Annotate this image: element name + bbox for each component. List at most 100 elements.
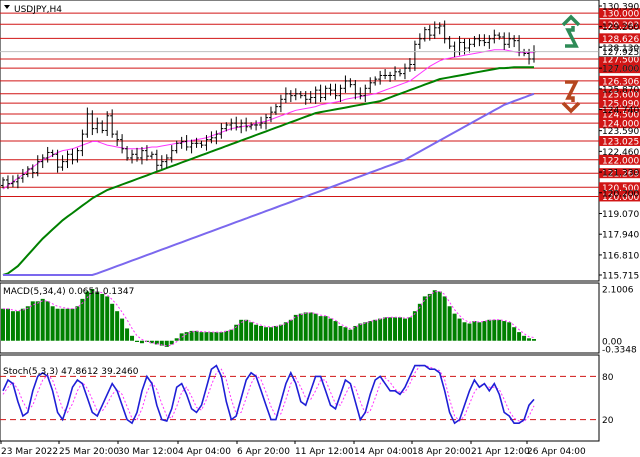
level-label: 125.600 <box>602 90 639 100</box>
level-tag <box>599 168 640 179</box>
macd-histogram-bar <box>328 318 333 341</box>
macd-histogram-bar <box>412 311 417 341</box>
macd-histogram-bar <box>368 321 373 341</box>
level-label: 120.000 <box>602 193 639 203</box>
macd-histogram-bar <box>457 318 462 341</box>
macd-histogram-bar <box>298 313 303 341</box>
macd-histogram-bar <box>40 298 45 341</box>
macd-histogram-bar <box>507 322 512 341</box>
level-label: 124.500 <box>602 110 639 120</box>
macd-histogram-bar <box>184 332 189 341</box>
level-tag <box>599 154 640 165</box>
stoch-title: Stoch(5,3,3) 47.8612 39.2460 <box>3 367 139 377</box>
stoch-main-line <box>2 364 535 425</box>
macd-histogram-bar <box>388 317 393 341</box>
macd-histogram-bar <box>442 296 447 341</box>
macd-histogram-bar <box>125 328 130 341</box>
price-tick-label: 117.940 <box>602 231 639 241</box>
macd-panel-frame <box>0 282 600 354</box>
macd-histogram-bar <box>120 318 125 341</box>
macd-histogram-bar <box>30 301 35 341</box>
macd-histogram-bar <box>90 289 95 341</box>
time-tick-label: 25 Mar 20:00 <box>59 447 119 457</box>
macd-histogram-bar <box>189 330 194 341</box>
macd-histogram-bar <box>487 319 492 341</box>
macd-histogram-bar <box>15 311 20 341</box>
macd-histogram-bar <box>25 306 30 341</box>
macd-histogram-bar <box>462 322 467 341</box>
time-tick-label: 11 Apr 12:00 <box>295 447 354 457</box>
macd-histogram-bar <box>492 319 497 341</box>
macd-histogram-bar <box>110 303 115 341</box>
macd-histogram-bar <box>422 296 427 341</box>
macd-histogram-bar <box>467 323 472 341</box>
macd-histogram-bar <box>239 319 244 341</box>
macd-histogram-bar <box>358 323 363 341</box>
macd-histogram-bar <box>497 319 502 341</box>
level-tag <box>599 53 640 64</box>
time-tick-label: 6 Apr 20:00 <box>237 447 290 457</box>
time-tick-label: 30 Mar 12:00 <box>118 447 178 457</box>
price-tick-label: 121.330 <box>602 169 639 179</box>
macd-histogram-bar <box>154 340 159 345</box>
macd-histogram-bar <box>234 324 239 341</box>
macd-histogram-bar <box>353 325 358 341</box>
level-tag <box>599 19 640 30</box>
macd-tick-label: 2.1006 <box>602 286 634 296</box>
macd-histogram-bar <box>402 318 407 341</box>
macd-histogram-bar <box>65 308 70 341</box>
price-tick-label: 122.460 <box>602 148 639 158</box>
time-tick-label: 21 Apr 12:00 <box>471 447 530 457</box>
macd-histogram-bar <box>249 322 254 341</box>
price-tick-label: 130.390 <box>602 3 639 13</box>
symbol-title: USDJPY,H4 <box>14 5 62 15</box>
macd-histogram-bar <box>333 321 338 341</box>
level-tag <box>599 182 640 193</box>
level-label: 130.000 <box>602 10 639 20</box>
macd-histogram-bar <box>70 308 75 341</box>
macd-histogram-bar <box>130 335 135 341</box>
price-tick-label: 115.715 <box>602 272 639 282</box>
macd-histogram-bar <box>417 303 422 341</box>
dropdown-icon[interactable] <box>4 5 10 9</box>
price-tick-label: 119.070 <box>602 210 639 220</box>
level-tag <box>599 75 640 86</box>
macd-histogram-bar <box>278 324 283 341</box>
macd-histogram-bar <box>522 335 527 341</box>
macd-histogram-bar <box>343 327 348 341</box>
stoch-tick-label: 20 <box>602 416 614 426</box>
macd-histogram-bar <box>273 325 278 341</box>
macd-histogram-bar <box>373 319 378 341</box>
macd-histogram-bar <box>398 317 403 341</box>
macd-histogram-bar <box>254 324 259 341</box>
level-label: 126.306 <box>602 77 639 87</box>
level-label: 121.269 <box>602 170 639 180</box>
macd-histogram-bar <box>452 313 457 341</box>
current-price-tag <box>598 46 640 57</box>
macd-histogram-bar <box>244 319 249 341</box>
macd-histogram-bar <box>199 332 204 341</box>
macd-histogram-bar <box>313 313 318 341</box>
price-tick-label: 129.260 <box>602 23 639 33</box>
price-tick-label: 124.740 <box>602 106 639 116</box>
macd-histogram-bar <box>164 340 169 347</box>
level-label: 124.000 <box>602 120 639 130</box>
macd-histogram-bar <box>527 338 532 341</box>
macd-histogram-bar <box>363 322 368 341</box>
price-tick-label: 125.870 <box>602 85 639 95</box>
macd-histogram-bar <box>427 293 432 341</box>
macd-histogram-bar <box>224 330 229 341</box>
moving-average-line-1 <box>2 49 534 190</box>
macd-histogram-bar <box>204 332 209 341</box>
price-tick-label: 116.810 <box>602 251 639 261</box>
price-tick-label: 127.000 <box>602 65 639 75</box>
macd-histogram-bar <box>75 306 80 341</box>
macd-histogram-bar <box>323 316 328 341</box>
macd-histogram-bar <box>383 317 388 341</box>
level-label: 123.025 <box>602 138 639 148</box>
macd-histogram-bar <box>95 291 100 341</box>
arrow-up-icon <box>561 14 581 48</box>
macd-histogram-bar <box>502 321 507 341</box>
macd-histogram-bar <box>149 340 154 344</box>
